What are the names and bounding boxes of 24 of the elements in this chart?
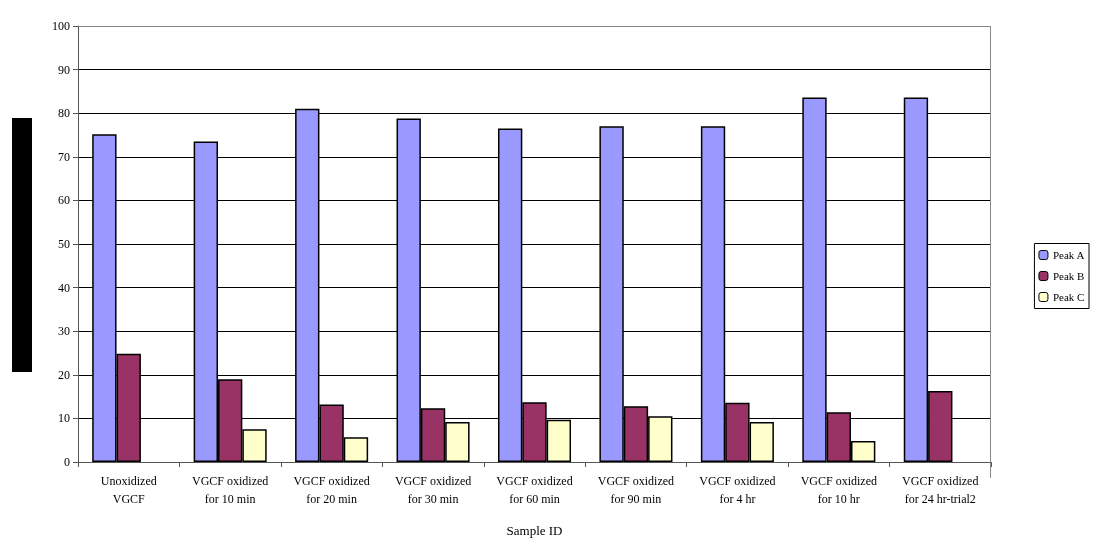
y-tick-label: 50	[58, 237, 70, 251]
x-tick-label: VGCF oxidized for 24 hr-trial2	[902, 474, 979, 506]
y-tick-label: 40	[58, 280, 70, 295]
x-tick-label: VGCF oxidized for 20 min	[293, 474, 370, 506]
x-tick-label: Unoxidized VGCF	[100, 474, 157, 506]
y-tick-label: 20	[58, 367, 70, 382]
legend-label: Peak C	[1052, 291, 1085, 303]
x-tick-label: VGCF oxidized for 10 hr	[800, 474, 878, 506]
x-tick-label: VGCF oxidized for 10 min	[191, 474, 269, 506]
legend-label: Peak A	[1052, 249, 1085, 261]
x-tick-label: VGCF oxidized for 4 hr	[699, 474, 776, 506]
y-tick-label: 90	[58, 62, 70, 77]
y-tick-label: 100	[52, 19, 70, 33]
y-tick-label: 30	[58, 324, 70, 339]
x-tick-label: VGCF oxidized for 60 min	[496, 474, 573, 506]
legend-label: Peak B	[1052, 270, 1085, 282]
x-tick-label: VGCF oxidized for 30 min	[394, 474, 472, 506]
x-axis-title: Sample ID	[506, 523, 563, 538]
y-tick-label: 80	[58, 106, 70, 121]
x-tick-label: VGCF oxidized for 90 min	[597, 474, 675, 506]
y-tick-label: 10	[58, 411, 70, 426]
y-tick-label: 0	[64, 455, 70, 469]
y-tick-label: 70	[58, 149, 70, 164]
y-tick-label: 60	[58, 193, 70, 208]
